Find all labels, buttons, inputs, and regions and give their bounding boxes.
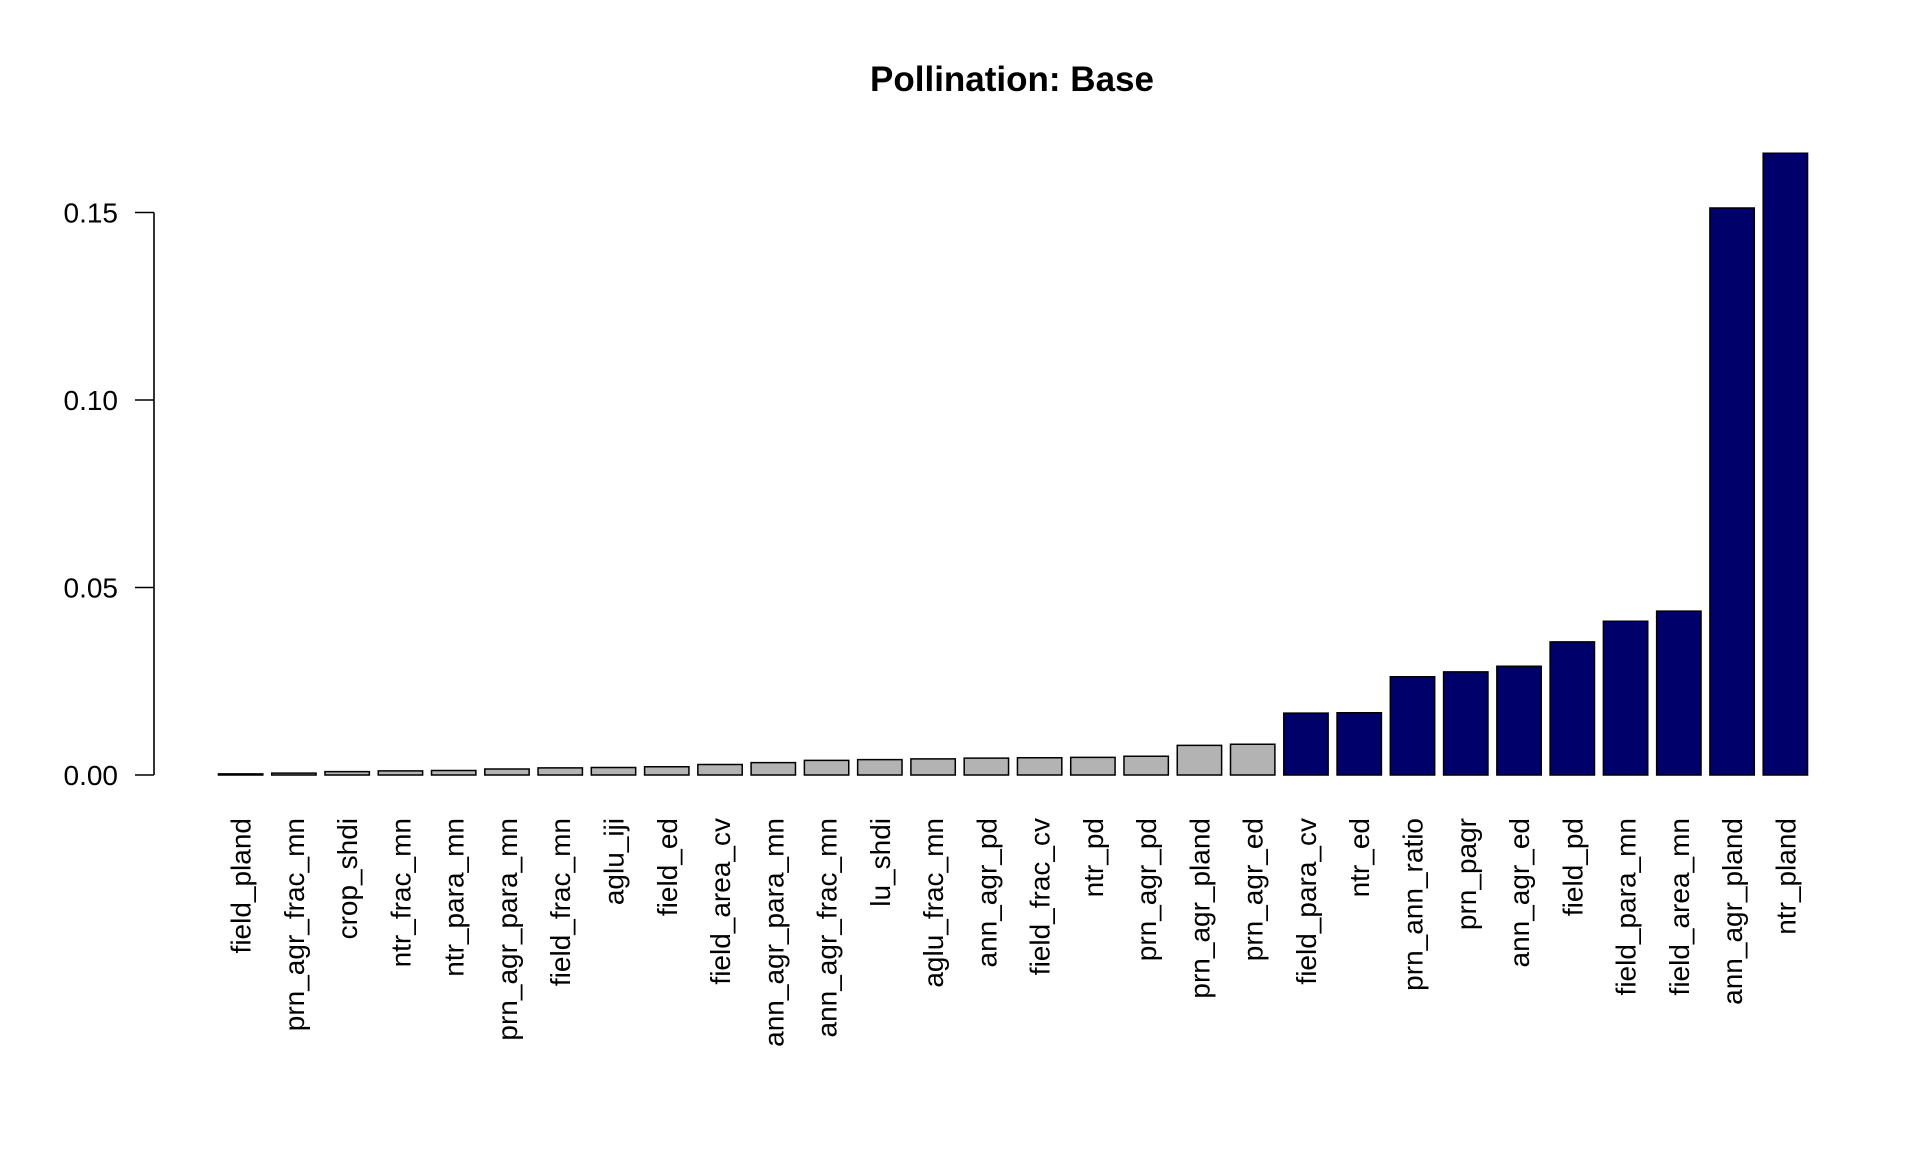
- x-tick-label: ntr_ed: [1344, 818, 1375, 897]
- x-tick-label: field_area_cv: [705, 818, 736, 985]
- x-tick-label: lu_shdi: [865, 818, 896, 907]
- bar-ntr_pland: [1762, 152, 1809, 776]
- y-tick-label: 0.10: [64, 385, 119, 416]
- bar-prn_agr_pland: [1176, 744, 1223, 776]
- x-tick-label: ntr_pland: [1770, 818, 1801, 935]
- bar-prn_agr_frac_mn: [270, 772, 317, 776]
- x-tick-label: field_para_mn: [1611, 818, 1642, 995]
- x-tick-label: prn_agr_ed: [1238, 818, 1269, 961]
- x-tick-label: field_pland: [226, 818, 257, 953]
- x-tick-label: prn_pagr: [1451, 818, 1482, 930]
- x-tick-label: field_frac_mn: [545, 818, 576, 986]
- y-axis: 0.00 0.05 0.10 0.15: [64, 198, 155, 791]
- x-tick-label: ann_agr_pland: [1717, 818, 1748, 1005]
- bar-prn_agr_para_mn: [484, 768, 530, 776]
- bar-prn_agr_ed: [1229, 743, 1276, 776]
- bar-field_frac_cv: [1016, 757, 1063, 776]
- bar-ntr_para_mn: [430, 769, 477, 776]
- x-tick-label: field_area_mn: [1664, 818, 1695, 995]
- x-tick-label: prn_agr_pland: [1184, 818, 1215, 999]
- bar-field_para_cv: [1283, 712, 1329, 776]
- y-tick-label: 0.00: [64, 760, 119, 791]
- bar-crop_shdi: [324, 770, 371, 776]
- chart-title: Pollination: Base: [870, 60, 1154, 99]
- bar-ntr_pd: [1069, 756, 1116, 776]
- x-tick-label: field_ed: [652, 818, 683, 916]
- bar-field_pland: [217, 773, 264, 776]
- x-tick-label: prn_ann_ratio: [1398, 818, 1429, 991]
- bar-ann_agr_ed: [1496, 665, 1542, 776]
- x-tick-label: crop_shdi: [332, 818, 363, 939]
- bar-field_area_mn: [1655, 610, 1702, 776]
- y-tick-label: 0.05: [64, 573, 119, 604]
- bar-prn_ann_ratio: [1389, 676, 1436, 776]
- x-tick-label: ann_agr_ed: [1504, 818, 1535, 967]
- bar-ann_agr_frac_mn: [803, 759, 850, 776]
- bar-lu_shdi: [856, 758, 903, 776]
- bar-field_area_cv: [697, 763, 743, 776]
- bar-aglu_iji: [590, 766, 637, 776]
- x-tick-label: ann_agr_pd: [971, 818, 1002, 967]
- bar-prn_agr_pd: [1123, 755, 1170, 776]
- y-tick-label: 0.15: [64, 198, 119, 229]
- bar-field_para_mn: [1602, 620, 1649, 776]
- x-tick-labels: field_pland prn_agr_frac_mn crop_shdi ntr_f…: [226, 818, 1802, 1047]
- bar-ntr_frac_mn: [377, 770, 424, 776]
- bar-field_frac_mn: [537, 767, 584, 776]
- bar-ann_agr_pd: [963, 757, 1010, 776]
- x-tick-label: field_pd: [1557, 818, 1588, 916]
- x-tick-label: prn_agr_frac_mn: [279, 818, 310, 1031]
- x-tick-label: field_frac_cv: [1025, 818, 1056, 975]
- x-tick-label: ntr_pd: [1078, 818, 1109, 897]
- bar-prn_pagr: [1442, 671, 1489, 776]
- bar-ntr_ed: [1336, 712, 1383, 776]
- x-tick-label: ann_agr_para_mn: [758, 818, 789, 1047]
- x-tick-label: ntr_para_mn: [439, 818, 470, 977]
- bar-field_ed: [643, 766, 690, 776]
- x-tick-label: ntr_frac_mn: [385, 818, 416, 967]
- x-tick-label: prn_agr_para_mn: [492, 818, 523, 1041]
- bar-field_pd: [1549, 641, 1596, 776]
- bar-aglu_frac_mn: [910, 758, 957, 776]
- bar-ann_agr_pland: [1709, 207, 1756, 776]
- bar-series: [217, 152, 1809, 776]
- x-tick-label: prn_agr_pd: [1131, 818, 1162, 961]
- x-tick-label: field_para_cv: [1291, 818, 1322, 985]
- bar-ann_agr_para_mn: [750, 761, 797, 776]
- x-tick-label: aglu_iji: [599, 818, 630, 905]
- x-tick-label: aglu_frac_mn: [918, 818, 949, 988]
- x-tick-label: ann_agr_frac_mn: [812, 818, 843, 1037]
